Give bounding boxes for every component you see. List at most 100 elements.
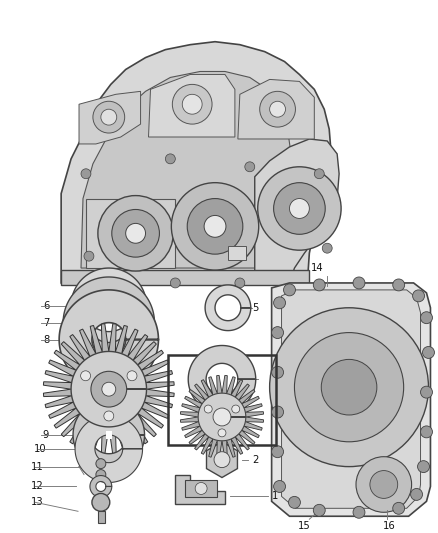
Text: 12: 12 <box>31 481 43 491</box>
Polygon shape <box>63 277 155 368</box>
Circle shape <box>393 503 405 514</box>
Bar <box>228 246 246 260</box>
Circle shape <box>218 429 226 437</box>
Polygon shape <box>205 285 251 330</box>
Circle shape <box>356 457 412 512</box>
Text: 11: 11 <box>31 462 43 472</box>
Circle shape <box>270 101 286 117</box>
Circle shape <box>270 308 428 466</box>
Circle shape <box>204 215 226 237</box>
Circle shape <box>172 84 212 124</box>
Polygon shape <box>73 399 145 471</box>
Circle shape <box>321 359 377 415</box>
Text: 6: 6 <box>43 301 49 311</box>
Circle shape <box>353 277 365 289</box>
Text: 15: 15 <box>298 521 311 531</box>
Polygon shape <box>175 474 225 504</box>
Circle shape <box>420 386 432 398</box>
Polygon shape <box>75 415 142 482</box>
Circle shape <box>274 297 286 309</box>
Circle shape <box>195 482 207 495</box>
Circle shape <box>417 461 430 473</box>
Circle shape <box>283 284 296 296</box>
Text: 16: 16 <box>382 521 395 531</box>
Polygon shape <box>206 442 237 478</box>
Polygon shape <box>86 199 175 268</box>
Circle shape <box>112 209 159 257</box>
Text: 5: 5 <box>252 303 258 313</box>
Circle shape <box>102 382 116 396</box>
Circle shape <box>214 452 230 467</box>
Circle shape <box>314 169 324 179</box>
Circle shape <box>274 481 286 492</box>
Polygon shape <box>272 283 431 516</box>
Circle shape <box>232 405 240 413</box>
Bar <box>61 270 309 285</box>
Text: 10: 10 <box>34 444 46 454</box>
Circle shape <box>171 183 259 270</box>
Circle shape <box>101 109 117 125</box>
Text: 7: 7 <box>43 318 49 328</box>
Polygon shape <box>90 475 112 497</box>
Bar <box>185 480 217 497</box>
Circle shape <box>313 504 325 516</box>
Circle shape <box>104 411 114 421</box>
Circle shape <box>290 199 309 219</box>
Polygon shape <box>81 71 291 268</box>
Text: 2: 2 <box>252 455 258 465</box>
Circle shape <box>235 278 245 288</box>
Text: 4: 4 <box>194 367 201 377</box>
Bar <box>106 431 112 439</box>
Circle shape <box>294 333 404 442</box>
Circle shape <box>81 169 91 179</box>
Polygon shape <box>71 351 147 427</box>
Circle shape <box>170 278 180 288</box>
Text: 1: 1 <box>272 491 278 502</box>
Circle shape <box>289 496 300 508</box>
Polygon shape <box>198 393 246 441</box>
Polygon shape <box>59 290 159 389</box>
Text: 14: 14 <box>311 263 324 273</box>
Circle shape <box>187 199 243 254</box>
Circle shape <box>258 167 341 250</box>
Polygon shape <box>282 290 420 508</box>
Circle shape <box>126 223 145 243</box>
Circle shape <box>393 279 405 291</box>
Circle shape <box>420 426 432 438</box>
Circle shape <box>96 459 106 469</box>
Circle shape <box>423 346 434 358</box>
Circle shape <box>127 371 137 381</box>
Circle shape <box>204 405 212 413</box>
Polygon shape <box>255 139 339 283</box>
Circle shape <box>313 279 325 291</box>
Circle shape <box>272 327 283 338</box>
Circle shape <box>166 154 175 164</box>
Circle shape <box>81 371 91 381</box>
Circle shape <box>410 488 423 500</box>
Polygon shape <box>148 75 235 137</box>
Polygon shape <box>238 79 314 139</box>
Polygon shape <box>71 268 147 343</box>
Circle shape <box>245 162 255 172</box>
Text: 8: 8 <box>43 335 49 344</box>
Circle shape <box>420 312 432 324</box>
Circle shape <box>274 183 325 235</box>
Circle shape <box>96 470 106 480</box>
Text: 13: 13 <box>31 497 43 507</box>
Circle shape <box>213 408 231 426</box>
Polygon shape <box>79 91 141 144</box>
Polygon shape <box>61 42 331 283</box>
Circle shape <box>93 101 125 133</box>
Circle shape <box>91 372 127 407</box>
Bar <box>168 356 276 445</box>
Circle shape <box>272 366 283 378</box>
Circle shape <box>322 243 332 253</box>
Text: 9: 9 <box>43 430 49 440</box>
Circle shape <box>272 406 283 418</box>
Circle shape <box>370 471 398 498</box>
Text: 3: 3 <box>283 412 290 422</box>
Circle shape <box>353 506 365 518</box>
Circle shape <box>272 446 283 458</box>
Polygon shape <box>188 345 256 413</box>
Bar <box>98 511 105 523</box>
